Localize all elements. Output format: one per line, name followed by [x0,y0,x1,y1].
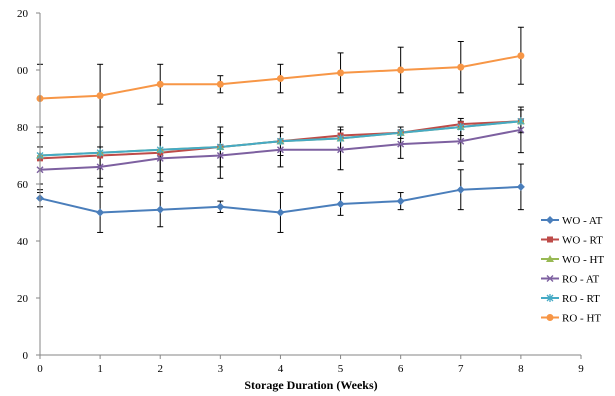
y-tick-label: 20 [17,8,29,20]
data-point [457,63,465,71]
data-point [156,80,164,88]
x-tick-label: 1 [97,363,103,375]
data-point [546,275,554,282]
y-tick-label: 00 [17,65,29,77]
data-point [276,146,284,154]
data-point [546,255,554,262]
legend: WO - AT WO - RT WO - HT RO - AT RO - RT RO - … [541,215,604,325]
x-tick-label: 6 [398,363,404,375]
legend-label: WO - HT [562,254,604,266]
data-point [96,148,104,157]
data-point [216,152,224,159]
legend-label: RO - RT [562,293,600,305]
x-tick-label: 9 [578,363,584,375]
data-point [276,208,285,217]
data-point [546,314,554,321]
y-tick-label: 40 [17,236,29,248]
data-point [276,75,284,83]
x-tick-label: 7 [458,363,464,375]
data-point [456,185,465,194]
series-markers [36,52,525,217]
data-point [517,52,525,60]
y-tick-label: 60 [17,179,29,191]
data-point [517,126,525,134]
data-point [546,216,554,224]
x-tick-label: 3 [218,363,224,375]
data-point [156,145,164,154]
data-point [216,202,225,211]
axes: 0 20 40 60 80 00 20 0 1 2 3 4 5 6 7 8 9 [17,8,584,375]
data-point [457,137,465,145]
legend-label: RO - HT [562,313,601,325]
legend-label: RO - AT [562,274,600,286]
y-tick-label: 80 [17,122,29,134]
data-point [396,197,405,206]
y-tick-label: 0 [23,350,29,362]
data-point [96,92,104,100]
data-point [336,199,345,208]
data-point [337,69,345,77]
data-point [546,294,554,302]
data-point [397,140,405,148]
legend-label: WO - RT [562,235,603,247]
data-point [156,154,164,162]
data-point [156,205,165,214]
x-tick-label: 5 [338,363,344,375]
x-tick-label: 2 [157,363,163,375]
x-axis-title: Storage Duration (Weeks) [244,378,377,392]
legend-label: WO - AT [562,215,603,227]
x-tick-label: 4 [278,363,284,375]
y-tick-label: 20 [17,293,29,305]
data-point [397,66,405,74]
data-point [96,208,105,217]
data-point [457,123,465,131]
data-point [547,236,553,243]
data-point [96,163,104,171]
data-point [397,128,405,137]
data-point [216,80,224,88]
x-tick-label: 8 [518,363,524,375]
data-point [517,117,525,126]
data-point [337,146,345,154]
x-tick-label: 0 [37,363,43,375]
data-point [516,182,525,191]
data-point [276,137,284,146]
data-point [337,134,345,143]
data-point [216,142,224,151]
